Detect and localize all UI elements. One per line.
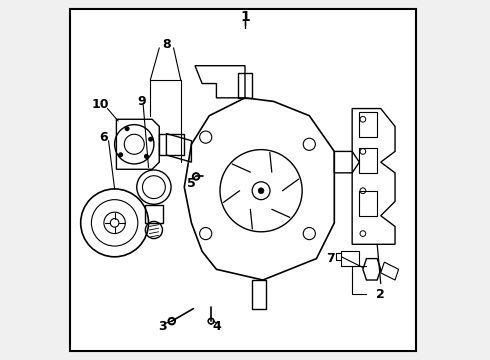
Circle shape (125, 127, 129, 130)
Circle shape (149, 138, 152, 141)
Text: 7: 7 (326, 252, 335, 265)
Text: 9: 9 (137, 95, 146, 108)
Circle shape (258, 188, 264, 194)
Text: 2: 2 (376, 288, 385, 301)
Text: 3: 3 (159, 320, 167, 333)
Circle shape (145, 154, 148, 158)
Circle shape (119, 153, 122, 157)
Text: 1: 1 (240, 10, 250, 24)
Text: 8: 8 (162, 38, 171, 51)
Text: 5: 5 (187, 177, 196, 190)
Bar (342, 251, 359, 266)
Text: 6: 6 (99, 131, 108, 144)
Text: 10: 10 (92, 99, 109, 112)
Text: 4: 4 (212, 320, 221, 333)
